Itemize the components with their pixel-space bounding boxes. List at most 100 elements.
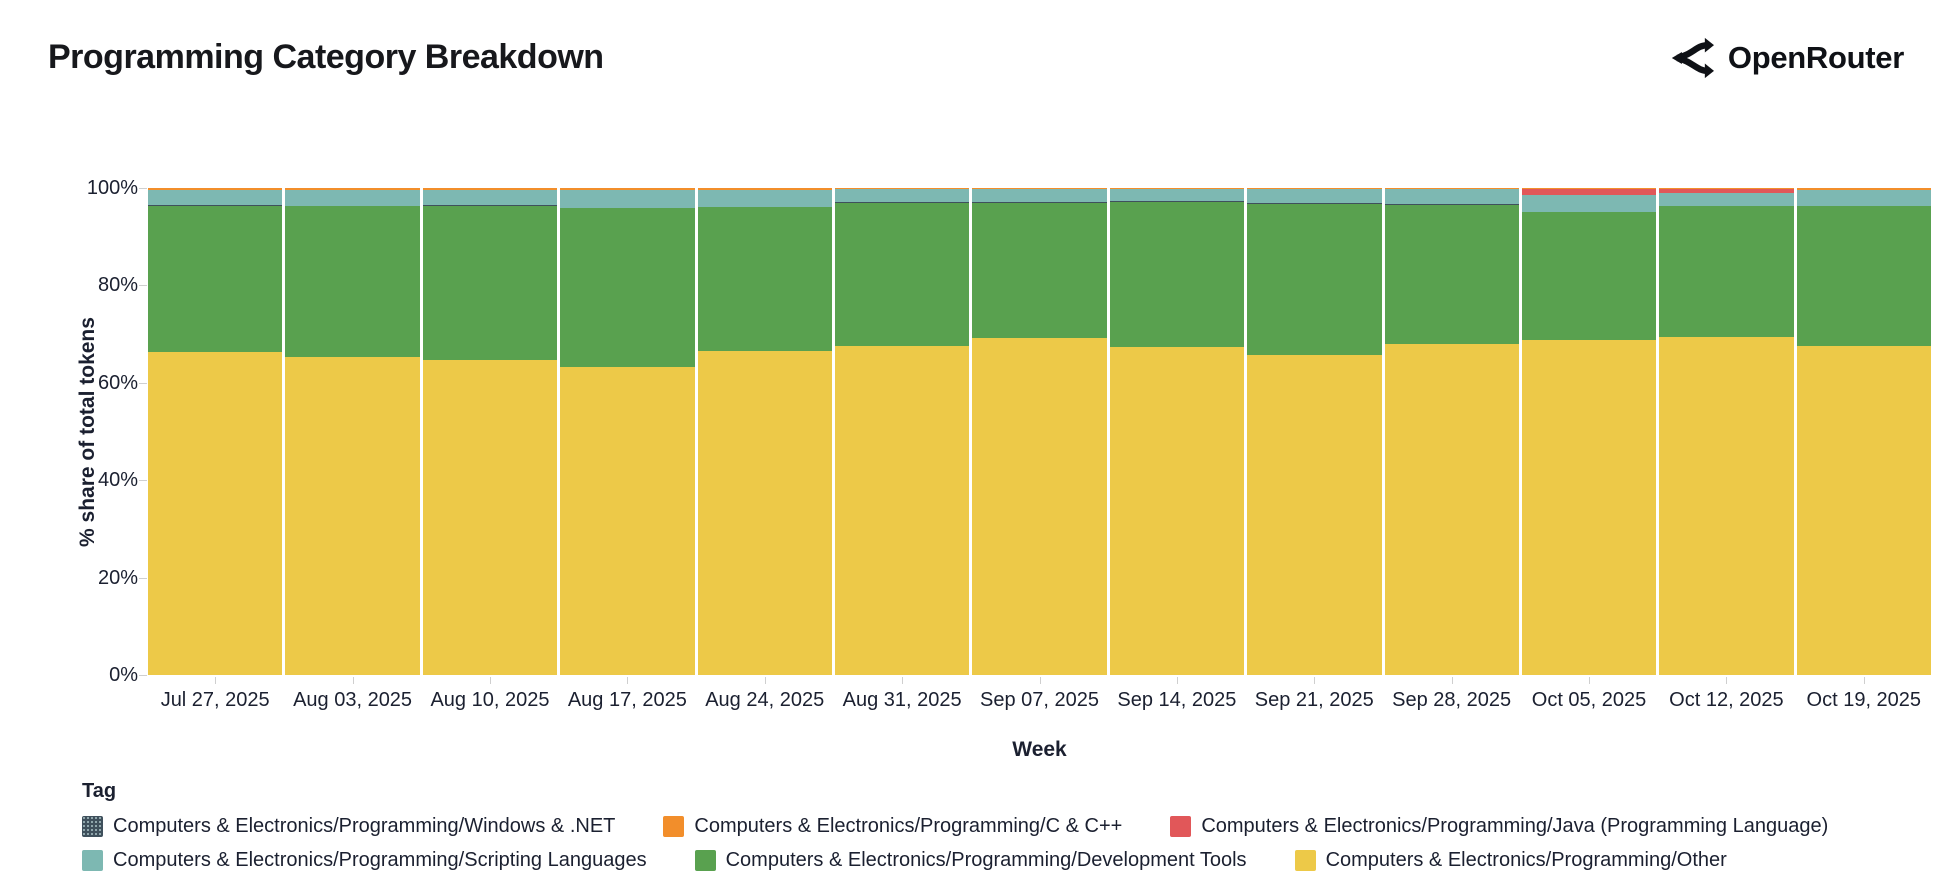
bar-segment[interactable] xyxy=(1796,205,1932,207)
bar-oct-12-2025[interactable] xyxy=(1659,188,1794,675)
brand-logo: OpenRouter xyxy=(1670,36,1904,80)
bar-segment[interactable] xyxy=(285,189,420,206)
bar-segment[interactable] xyxy=(148,206,283,352)
bar-segment[interactable] xyxy=(1796,188,1932,191)
page-title: Programming Category Breakdown xyxy=(48,38,604,76)
bar-segment[interactable] xyxy=(148,351,283,675)
bar-oct-19-2025[interactable] xyxy=(1796,188,1932,675)
bar-segment[interactable] xyxy=(285,205,420,207)
bar-segment[interactable] xyxy=(1521,188,1657,189)
bar-segment[interactable] xyxy=(148,189,283,206)
legend-item[interactable]: Computers & Electronics/Programming/Java… xyxy=(1170,815,1828,838)
bar-segment[interactable] xyxy=(697,189,832,207)
legend-item[interactable]: Computers & Electronics/Programming/Scri… xyxy=(82,849,647,872)
legend-item[interactable]: Computers & Electronics/Programming/Deve… xyxy=(694,849,1247,872)
bar-aug-17-2025[interactable] xyxy=(560,188,695,675)
bar-segment[interactable] xyxy=(972,189,1107,203)
bar-sep-21-2025[interactable] xyxy=(1247,188,1382,675)
bar-segment[interactable] xyxy=(1247,203,1382,205)
bar-segment[interactable] xyxy=(1384,189,1519,205)
legend-label: Computers & Electronics/Programming/C & … xyxy=(694,815,1123,837)
bar-segment[interactable] xyxy=(1384,204,1519,206)
y-tick-label: 100% xyxy=(86,177,138,199)
legend-item[interactable]: Computers & Electronics/Programming/Wind… xyxy=(82,815,615,838)
bar-segment[interactable] xyxy=(1109,201,1245,347)
bar-segment[interactable] xyxy=(1247,204,1382,355)
bar-segment[interactable] xyxy=(1109,189,1245,201)
bar-segment[interactable] xyxy=(422,205,558,360)
bar-segment[interactable] xyxy=(1659,337,1794,675)
bar-segment[interactable] xyxy=(1521,194,1657,212)
x-tick-label: Sep 21, 2025 xyxy=(1254,689,1374,711)
legend-item[interactable]: Computers & Electronics/Programming/C & … xyxy=(663,815,1122,838)
bar-segment[interactable] xyxy=(422,204,558,206)
bar-segment[interactable] xyxy=(1384,343,1519,675)
bar-segment[interactable] xyxy=(1521,188,1657,195)
bar-segment[interactable] xyxy=(1247,188,1382,190)
bar-segment[interactable] xyxy=(1521,212,1657,340)
bar-segment[interactable] xyxy=(1796,190,1932,206)
bar-aug-24-2025[interactable] xyxy=(697,188,832,675)
x-tick-mark xyxy=(1314,677,1316,684)
bar-segment[interactable] xyxy=(697,350,832,675)
bar-segment[interactable] xyxy=(560,208,695,367)
bar-oct-05-2025[interactable] xyxy=(1521,188,1657,675)
bar-segment[interactable] xyxy=(422,359,558,675)
bar-segment[interactable] xyxy=(834,188,970,190)
bar-segment[interactable] xyxy=(422,188,558,190)
bar-segment[interactable] xyxy=(1384,205,1519,344)
bar-segment[interactable] xyxy=(1521,339,1657,675)
bar-segment[interactable] xyxy=(972,188,1107,190)
bar-aug-31-2025[interactable] xyxy=(834,188,970,675)
bar-segment[interactable] xyxy=(1796,206,1932,347)
bar-segment[interactable] xyxy=(1659,206,1794,338)
stacked-bar-plot xyxy=(148,188,1932,675)
bar-segment[interactable] xyxy=(972,202,1107,204)
bar-segment[interactable] xyxy=(697,188,832,190)
bar-segment[interactable] xyxy=(1109,188,1245,190)
bar-segment[interactable] xyxy=(1109,200,1245,202)
bar-segment[interactable] xyxy=(1109,346,1245,675)
bar-segment[interactable] xyxy=(560,207,695,209)
bar-segment[interactable] xyxy=(1247,189,1382,204)
bar-segment[interactable] xyxy=(697,206,832,208)
bar-segment[interactable] xyxy=(972,338,1107,675)
bar-aug-10-2025[interactable] xyxy=(422,188,558,675)
bar-segment[interactable] xyxy=(834,345,970,675)
x-tick-mark xyxy=(902,677,904,684)
bar-aug-03-2025[interactable] xyxy=(285,188,420,675)
x-tick-mark xyxy=(1039,677,1041,684)
legend-item[interactable]: Computers & Electronics/Programming/Othe… xyxy=(1294,849,1727,872)
bar-jul-27-2025[interactable] xyxy=(148,188,283,675)
bar-segment[interactable] xyxy=(1659,188,1794,189)
bar-segment[interactable] xyxy=(1659,188,1794,193)
bar-segment[interactable] xyxy=(285,206,420,358)
bar-segment[interactable] xyxy=(560,366,695,675)
bar-segment[interactable] xyxy=(834,202,970,204)
bar-segment[interactable] xyxy=(972,203,1107,339)
y-tick-label: 80% xyxy=(97,274,138,297)
bar-sep-14-2025[interactable] xyxy=(1109,188,1245,675)
bar-segment[interactable] xyxy=(285,188,420,190)
bar-segment[interactable] xyxy=(148,188,283,190)
bar-segment[interactable] xyxy=(1659,205,1794,207)
bar-segment[interactable] xyxy=(834,203,970,346)
bar-segment[interactable] xyxy=(1521,211,1657,213)
legend-label: Computers & Electronics/Programming/Deve… xyxy=(725,849,1247,871)
bar-segment[interactable] xyxy=(285,357,420,675)
bar-segment[interactable] xyxy=(834,189,970,203)
bar-segment[interactable] xyxy=(560,188,695,190)
bar-segment[interactable] xyxy=(1384,188,1519,190)
bar-segment[interactable] xyxy=(1247,354,1382,675)
y-tick-mark xyxy=(139,577,147,579)
bar-sep-28-2025[interactable] xyxy=(1384,188,1519,675)
bar-segment[interactable] xyxy=(1659,192,1794,206)
bar-segment[interactable] xyxy=(697,207,832,351)
bar-segment[interactable] xyxy=(148,205,283,206)
bar-sep-07-2025[interactable] xyxy=(972,188,1107,675)
x-tick-label: Oct 12, 2025 xyxy=(1669,689,1784,711)
bar-segment[interactable] xyxy=(1796,346,1932,675)
bar-segment[interactable] xyxy=(422,189,558,205)
x-tick-label: Aug 24, 2025 xyxy=(705,689,825,711)
bar-segment[interactable] xyxy=(560,189,695,208)
